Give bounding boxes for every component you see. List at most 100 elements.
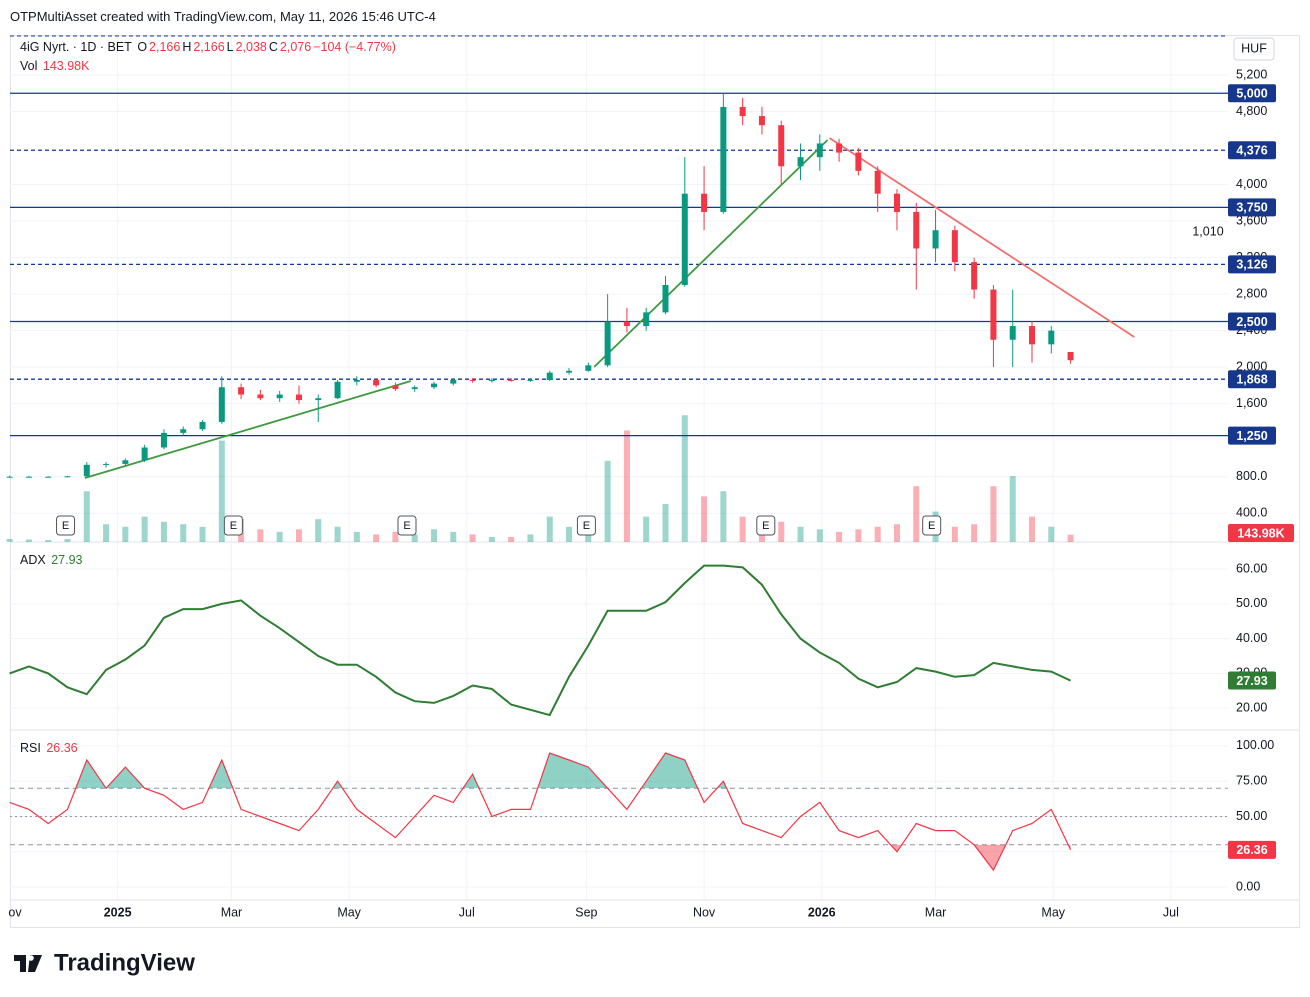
volume-bar: [701, 496, 708, 542]
level-badge: 5,000: [1236, 87, 1267, 101]
volume-bar: [276, 531, 283, 542]
volume-bar: [855, 529, 862, 542]
rsi-overbought-fill: [75, 753, 727, 789]
candle-body: [25, 476, 32, 478]
volume-bar: [45, 539, 52, 542]
y-tick-label: 100.00: [1236, 738, 1274, 752]
candle-body: [797, 157, 804, 167]
level-badge: 4,376: [1236, 144, 1267, 158]
earnings-marker: [56, 515, 76, 536]
logo: [14, 955, 42, 972]
volume-bar: [681, 415, 688, 542]
candle-body: [180, 429, 187, 433]
candle-body: [508, 379, 515, 381]
rsi-value: 26.36: [46, 741, 78, 755]
earnings-marker: [397, 515, 417, 536]
currency: HUF: [1241, 41, 1267, 55]
candle-body: [141, 447, 148, 461]
candle-body: [546, 372, 553, 380]
volume-bar: [836, 531, 843, 542]
candle-body: [836, 143, 843, 153]
volume-bar: [527, 534, 534, 542]
trendline: [593, 139, 829, 368]
volume-bar: [83, 491, 90, 542]
level-badge-box: [1228, 198, 1276, 217]
volume-bar: [623, 430, 630, 542]
change: −104 (−4.77%): [313, 40, 396, 54]
earnings-label: E: [403, 520, 410, 532]
x-tick-label: 2026: [808, 905, 836, 919]
y-tick-label: 5,200: [1236, 67, 1267, 81]
level-badge-box: [1228, 141, 1276, 160]
volume-bar: [469, 534, 476, 542]
candle-body: [604, 321, 611, 366]
y-tick-label: 800.0: [1236, 469, 1267, 483]
level-badge: 1,250: [1236, 429, 1267, 443]
volume-bar: [662, 503, 669, 542]
level-badge-box: [1228, 370, 1276, 389]
earnings-label: E: [62, 520, 69, 532]
rsi-oversold-fill: [890, 844, 1071, 871]
candle-body: [103, 463, 110, 465]
rsi-name: RSI: [20, 741, 41, 755]
volume-bar: [739, 516, 746, 542]
level-badge: 3,126: [1236, 258, 1267, 272]
candle-body: [353, 379, 360, 382]
candle-body: [739, 106, 746, 117]
volume-bar: [64, 538, 71, 542]
candle-body: [816, 143, 823, 158]
volume-bar: [1067, 534, 1074, 542]
candle-body: [45, 476, 52, 478]
volume-bar: [411, 534, 418, 542]
earnings-label: E: [762, 520, 769, 532]
earnings-marker: [576, 515, 596, 536]
volume-bar: [199, 526, 206, 542]
ohlc-key: C: [268, 40, 278, 54]
volume-bar: [1048, 526, 1055, 542]
y-tick-label: 40.00: [1236, 631, 1267, 645]
volume-bar: [122, 526, 129, 542]
volume-name: Vol: [20, 59, 38, 73]
candle-body: [778, 125, 785, 167]
x-tick-label: 2025: [104, 905, 132, 919]
rsi-badge: 26.36: [1236, 843, 1267, 857]
volume-bar: [913, 486, 920, 542]
volume-bar: [604, 460, 611, 542]
price-legend: 4iG Nyrt. · 1D · BET O 2,166 H 2,166 L 2,038 C…: [20, 40, 398, 54]
volume-bar: [990, 486, 997, 542]
earnings-marker: [922, 515, 942, 536]
volume-badge: 143.98K: [1237, 526, 1284, 540]
credit: OTPMultiAsset created with TradingView.c…: [10, 9, 436, 24]
volume-badge-box: [1228, 524, 1294, 542]
volume-bar: [353, 531, 360, 542]
volume-bar: [6, 538, 13, 542]
volume-bar: [778, 521, 785, 542]
volume-bar: [257, 529, 264, 542]
level-badge-box: [1228, 312, 1276, 331]
volume-bar: [373, 534, 380, 542]
volume-value: 143.98K: [42, 59, 90, 73]
candle-body: [585, 365, 592, 371]
volume-bar: [951, 526, 958, 542]
rsi-line: [9, 752, 1072, 872]
volume-bar: [450, 531, 457, 542]
candle-body: [450, 379, 457, 384]
y-tick-label: 1,600: [1236, 396, 1267, 410]
volume-bar: [431, 529, 438, 542]
candle-body: [758, 116, 765, 126]
brand: TradingView: [54, 949, 195, 976]
volume-bar: [103, 524, 110, 542]
volume-bar: [797, 526, 804, 542]
candle-body: [1029, 326, 1036, 345]
frame: [10, 35, 1300, 928]
volume-bar: [25, 539, 32, 542]
candle-body: [6, 476, 13, 478]
ohlc-value: 2,166: [149, 40, 181, 54]
currency-box: [1233, 37, 1275, 61]
y-tick-label: 4,800: [1236, 104, 1267, 118]
candle-body: [932, 230, 939, 249]
ohlc-value: 2,038: [235, 40, 267, 54]
volume-bar: [1009, 476, 1016, 542]
y-tick-label: 400.0: [1236, 506, 1267, 520]
